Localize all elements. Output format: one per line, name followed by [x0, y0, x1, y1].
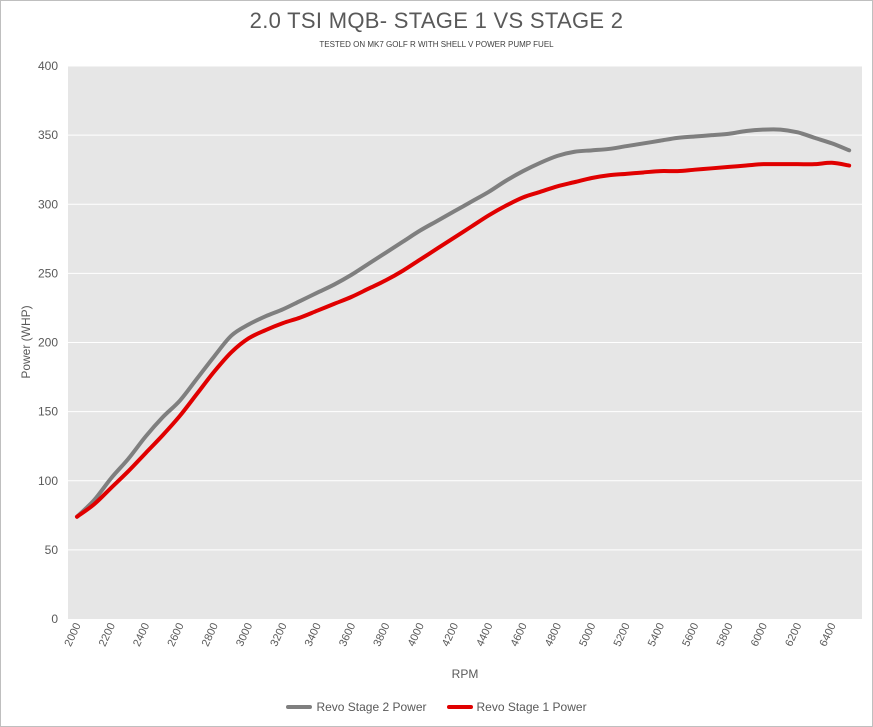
chart-subtitle: TESTED ON MK7 GOLF R WITH SHELL V POWER … — [319, 40, 554, 49]
y-tick-label: 50 — [45, 543, 59, 557]
x-tick-label: 6000 — [749, 621, 770, 648]
series-lines — [75, 127, 852, 519]
legend-swatch-stage-1 — [446, 705, 473, 709]
y-tick-label: 400 — [38, 59, 58, 73]
x-tick-label: 4200 — [440, 621, 461, 648]
y-tick-label: 100 — [38, 474, 58, 488]
x-tick-label: 3200 — [268, 621, 289, 648]
series-line-stage-2 — [75, 127, 852, 519]
y-tick-label: 350 — [38, 128, 58, 142]
x-tick-label: 3800 — [371, 621, 392, 648]
x-tick-label: 5600 — [680, 621, 701, 648]
x-tick-label: 6400 — [817, 621, 838, 648]
y-tick-label: 200 — [38, 336, 58, 350]
chart-title: 2.0 TSI MQB- STAGE 1 VS STAGE 2 — [249, 8, 624, 33]
x-tick-label: 2400 — [131, 621, 152, 648]
y-tick-label: 0 — [51, 612, 58, 626]
x-tick-label: 5200 — [612, 621, 633, 648]
legend-swatch-stage-2 — [286, 705, 313, 709]
x-tick-label: 4800 — [543, 621, 564, 648]
y-tick-label: 300 — [38, 197, 58, 211]
x-axis-label: RPM — [452, 667, 479, 681]
x-tick-label: 5800 — [715, 621, 736, 648]
legend-label-stage-2: Revo Stage 2 Power — [316, 700, 427, 714]
y-axis-ticks: 0 50 100 150 200 250 300 350 400 — [38, 59, 58, 626]
x-tick-label: 4600 — [509, 621, 530, 648]
x-tick-label: 2200 — [97, 621, 118, 648]
legend: Revo Stage 2 Power Revo Stage 1 Power — [0, 700, 873, 714]
x-tick-label: 3600 — [337, 621, 358, 648]
series-line-stage-1 — [75, 160, 852, 519]
x-axis-ticks: 2000 2200 2400 2600 2800 3000 3200 3400 3600 3800… — [62, 621, 838, 648]
x-tick-label: 3400 — [303, 621, 324, 648]
legend-item-stage-1: Revo Stage 1 Power — [446, 700, 587, 714]
x-tick-label: 2000 — [62, 621, 83, 648]
legend-label-stage-1: Revo Stage 1 Power — [476, 700, 587, 714]
x-tick-label: 2800 — [200, 621, 221, 648]
x-tick-label: 6200 — [783, 621, 804, 648]
x-tick-label: 5400 — [646, 621, 667, 648]
x-tick-label: 2600 — [165, 621, 186, 648]
x-tick-label: 4400 — [474, 621, 495, 648]
legend-item-stage-2: Revo Stage 2 Power — [286, 700, 427, 714]
y-tick-label: 250 — [38, 266, 58, 280]
x-tick-label: 5000 — [577, 621, 598, 648]
y-axis-label: Power (WHP) — [19, 305, 33, 378]
x-tick-label: 4000 — [406, 621, 427, 648]
x-tick-label: 3000 — [234, 621, 255, 648]
y-tick-label: 150 — [38, 405, 58, 419]
